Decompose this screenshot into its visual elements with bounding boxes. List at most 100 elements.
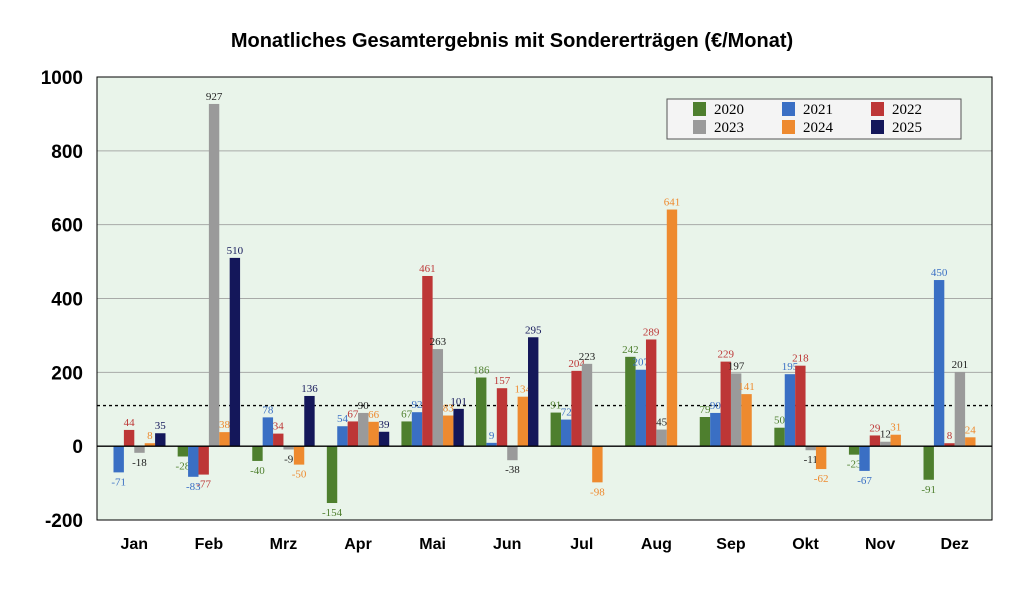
bar-2025-Feb <box>229 257 241 447</box>
bar-2022-Apr <box>347 421 359 447</box>
data-label: -28 <box>176 461 191 473</box>
data-label: -71 <box>111 476 126 488</box>
bar-2021-Okt <box>784 374 796 447</box>
data-label: -77 <box>196 479 211 491</box>
data-label: 38 <box>219 419 231 431</box>
data-label: 450 <box>931 267 948 279</box>
data-label: 29 <box>869 422 881 434</box>
data-label: 195 <box>782 361 799 373</box>
bar-2024-Mai <box>443 415 454 447</box>
x-tick-label: Nov <box>865 536 895 553</box>
data-label: 134 <box>515 384 532 396</box>
bar-2023-Sep <box>730 373 742 447</box>
data-label: 72 <box>561 407 572 419</box>
bar-2022-Jun <box>496 388 508 447</box>
bar-2025-Jan <box>155 433 166 447</box>
data-label: 242 <box>622 344 639 356</box>
data-label: 223 <box>579 351 596 363</box>
bar-2020-Aug <box>625 356 636 447</box>
data-label: -91 <box>921 484 936 496</box>
bar-2024-Okt <box>815 446 827 470</box>
data-label: -11 <box>804 454 818 466</box>
bar-2023-Aug <box>656 429 667 447</box>
x-tick-label: Jul <box>570 536 593 553</box>
bar-2024-Jul <box>592 446 603 483</box>
bar-2024-Mrz <box>293 446 305 465</box>
data-label: 9 <box>489 430 495 442</box>
data-label: 641 <box>664 197 681 209</box>
bar-2024-Aug <box>666 209 678 447</box>
data-label: 289 <box>643 326 660 338</box>
bar-2021-Aug <box>635 369 646 447</box>
bar-2021-Jul <box>560 419 572 447</box>
y-tick-label: 400 <box>51 290 83 311</box>
data-label: 12 <box>880 429 891 441</box>
bar-2020-Apr <box>326 446 338 504</box>
data-label: 218 <box>792 353 809 365</box>
bar-2021-Jan <box>113 446 124 473</box>
data-label: 207 <box>633 357 650 369</box>
bar-2023-Mai <box>432 349 444 447</box>
bar-2025-Apr <box>378 431 390 447</box>
data-label: 204 <box>568 358 585 370</box>
bar-2023-Dez <box>954 371 966 447</box>
bar-2020-Jul <box>550 412 561 447</box>
bar-2025-Mrz <box>304 395 315 447</box>
data-label: 34 <box>273 421 285 433</box>
bar-2020-Sep <box>699 417 711 447</box>
bar-2020-Okt <box>774 427 785 447</box>
bar-2022-Okt <box>795 365 806 447</box>
y-tick-label: 800 <box>51 142 83 163</box>
bar-2024-Dez <box>965 437 976 447</box>
bar-2024-Feb <box>219 432 230 447</box>
y-tick-label: 200 <box>51 363 83 384</box>
bar-2020-Feb <box>177 446 189 457</box>
data-label: -67 <box>857 475 872 487</box>
x-tick-label: Mai <box>419 536 446 553</box>
data-label: -50 <box>292 469 307 481</box>
x-tick-label: Okt <box>792 536 819 553</box>
bar-2025-Jun <box>528 337 539 447</box>
bar-2022-Dez <box>944 443 955 447</box>
x-tick-label: Aug <box>641 536 672 553</box>
bar-2021-Sep <box>710 412 721 447</box>
data-label: 8 <box>947 430 953 442</box>
data-label: 186 <box>473 365 490 377</box>
legend-label-2020: 2020 <box>714 102 744 118</box>
legend-swatch-2023 <box>693 120 706 134</box>
bar-2022-Feb <box>198 446 209 475</box>
bar-2023-Feb <box>208 103 220 447</box>
bar-2025-Mai <box>453 408 464 447</box>
data-label: -40 <box>250 465 265 477</box>
bar-2022-Mrz <box>273 433 284 447</box>
data-label: -83 <box>186 481 201 493</box>
bar-2021-Feb <box>188 446 199 477</box>
bar-2022-Jul <box>571 370 582 447</box>
bar-2023-Jul <box>581 363 593 447</box>
data-label: 67 <box>401 408 413 420</box>
data-label: 31 <box>890 422 901 434</box>
x-tick-label: Sep <box>716 536 746 553</box>
bar-2022-Mai <box>422 275 433 447</box>
data-label: -18 <box>132 457 147 469</box>
legend-box <box>666 98 962 140</box>
bar-2021-Jun <box>486 442 497 447</box>
bar-2023-Jun <box>507 446 518 461</box>
legend-swatch-2024 <box>782 120 795 134</box>
data-label: -62 <box>814 473 829 485</box>
data-label: 24 <box>965 424 977 436</box>
data-label: 927 <box>206 91 223 103</box>
y-tick-label: 600 <box>51 216 83 237</box>
data-label: 510 <box>227 245 244 257</box>
bar-2020-Mrz <box>252 446 263 461</box>
legend-label-2022: 2022 <box>892 102 922 118</box>
legend-label-2024: 2024 <box>803 120 834 136</box>
legend-label-2025: 2025 <box>892 120 922 136</box>
data-label: 461 <box>419 263 436 275</box>
legend-swatch-2022 <box>871 102 884 116</box>
data-label: 136 <box>301 383 318 395</box>
x-tick-label: Jun <box>493 536 521 553</box>
data-label: -98 <box>590 486 605 498</box>
y-tick-label: 1000 <box>41 68 83 89</box>
bar-2022-Nov <box>869 435 881 447</box>
